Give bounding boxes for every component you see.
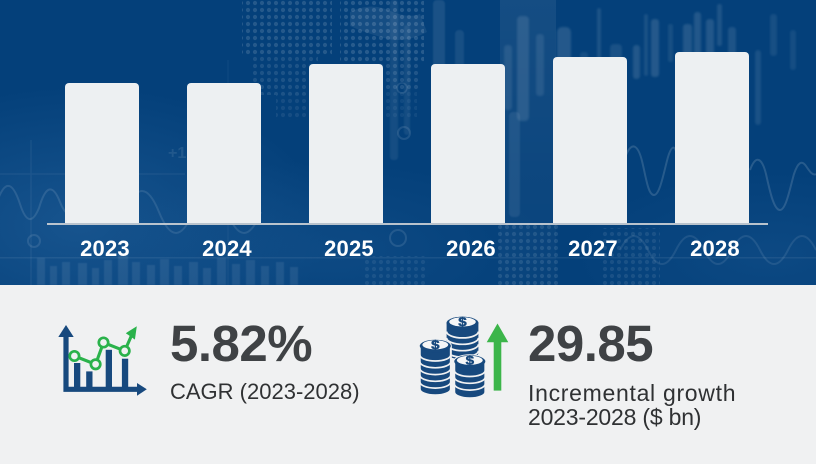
svg-text:$: $	[466, 354, 475, 367]
svg-text:$: $	[458, 316, 467, 329]
svg-text:$: $	[431, 339, 440, 352]
